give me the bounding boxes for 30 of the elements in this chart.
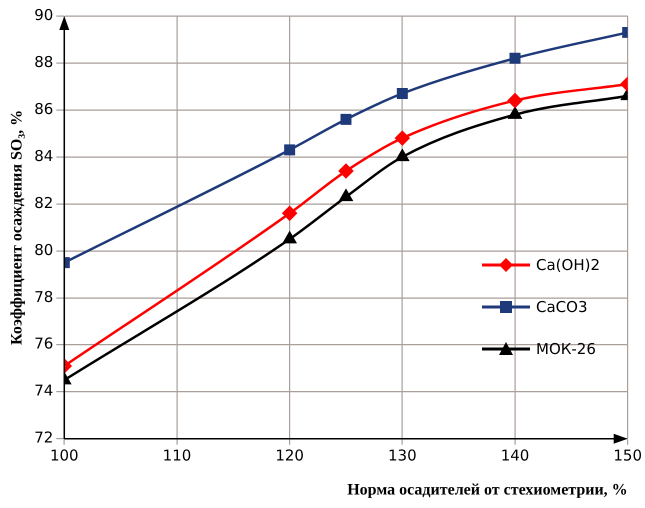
x-tick-label: 120 [275,446,304,465]
x-tick-label: 130 [388,446,417,465]
y-tick-label: 88 [34,52,54,71]
point [395,130,410,146]
point [340,190,352,202]
x-tick-label: 150 [613,446,642,465]
y-tick-label: 74 [34,382,54,400]
point [396,150,409,162]
point [282,206,297,221]
point [338,164,354,178]
y-tick-label: 84 [34,146,54,165]
y-tick-label: 90 [34,6,54,24]
x-axis-title: Норма осадителей от стехиометрии, % [347,482,628,499]
y-tick-label: 72 [34,428,54,447]
point [396,88,408,100]
y-tick-label: 76 [34,334,54,353]
y-tick-label: 82 [34,194,54,212]
legend-label: Ca(OH)2 [536,256,600,274]
legend-label: CaCO3 [536,298,588,316]
y-tick-label: 86 [34,100,54,118]
point [283,232,296,244]
point [284,144,296,156]
x-tick-label: 100 [50,446,79,465]
x-tick-label: 110 [162,446,192,465]
x-tick-label: 140 [500,446,530,465]
point [340,114,352,125]
legend-label: МОК-26 [536,340,596,358]
y-tick-label: 80 [34,240,54,259]
y-tick-label: 78 [34,288,54,306]
y-axis-title: Коэффициент осаждения SO₃, % [8,110,26,345]
